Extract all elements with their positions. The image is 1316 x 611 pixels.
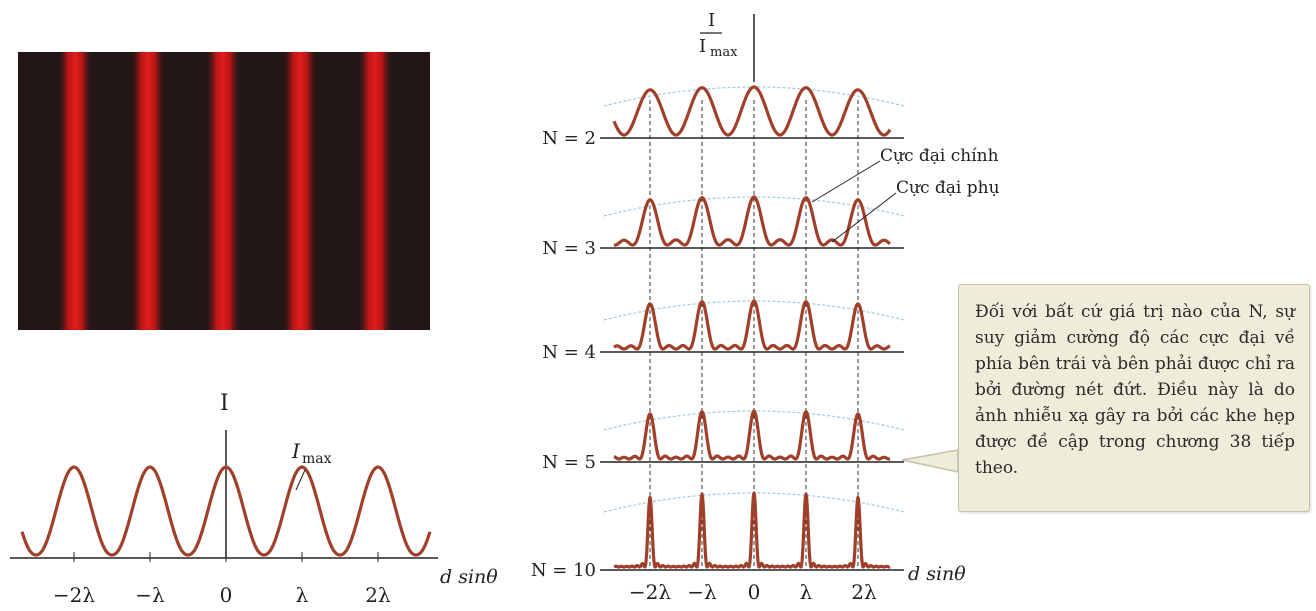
x-tick-label: 0: [220, 583, 233, 607]
secondary-maxima-label: Cực đại phụ: [896, 178, 1000, 198]
principal-maxima-label: Cực đại chính: [880, 146, 999, 166]
intensity-curve: [20, 465, 432, 557]
x-tick-label: −2λ: [53, 583, 95, 607]
y-label-denominator-sub: max: [710, 45, 738, 60]
row-label: N = 2: [542, 128, 596, 149]
x-tick-label: 0: [748, 580, 761, 604]
intensity-curve: [612, 491, 892, 569]
bright-fringe: [205, 52, 241, 330]
row-label: N = 3: [542, 238, 596, 259]
fringe-pattern-image: [18, 52, 430, 330]
intensity-row: N = 10: [531, 491, 905, 581]
bright-fringe: [282, 52, 318, 330]
row-label: N = 4: [542, 342, 596, 363]
explanation-note: Đối với bất cứ giá trị nào của N, sự suy…: [958, 284, 1310, 512]
intensity-curve: [612, 299, 892, 351]
x-tick-label: 2λ: [851, 580, 877, 604]
bright-fringe: [57, 52, 93, 330]
imax-pointer: [295, 469, 306, 491]
x-tick-label: λ: [296, 583, 309, 607]
x-tick-label: 2λ: [365, 583, 391, 607]
x-tick-label: −2λ: [629, 580, 671, 604]
x-tick-label: −λ: [687, 580, 717, 604]
intensity-curve: [612, 409, 892, 461]
principal-maxima-pointer: [811, 160, 881, 203]
x-tick-label: −λ: [135, 583, 165, 607]
intensity-curve: [612, 85, 892, 137]
x-axis-label: d sinθ: [440, 566, 498, 588]
bright-fringe: [130, 52, 166, 330]
x-tick-label: λ: [800, 580, 813, 604]
single-intensity-plot: −2λ −λ 0 λ 2λ I I max d sinθ: [10, 391, 498, 607]
row-label: N = 5: [542, 452, 596, 473]
multi-x-axis-label: d sinθ: [908, 563, 966, 585]
note-pointer: [901, 449, 959, 473]
y-label-numerator: I: [708, 10, 715, 31]
secondary-maxima-pointer: [831, 192, 897, 243]
intensity-row: N = 5: [542, 409, 905, 473]
imax-label: I: [291, 439, 301, 463]
y-label-denominator: I: [699, 36, 706, 57]
intensity-row: N = 2: [542, 85, 905, 149]
intensity-curve: [612, 195, 892, 247]
peak-guide-lines: [649, 100, 859, 570]
y-axis-label: I: [220, 391, 229, 416]
intensity-row: N = 4: [542, 299, 905, 363]
intensity-row: N = 3: [542, 195, 905, 259]
imax-label-sub: max: [302, 451, 332, 467]
multi-slit-plot: I I max N = 2 N = 3 N = 4 N = 5 N = 10 −2λ −λ…: [531, 10, 1000, 604]
row-label: N = 10: [531, 560, 596, 581]
bright-fringe: [357, 52, 393, 330]
